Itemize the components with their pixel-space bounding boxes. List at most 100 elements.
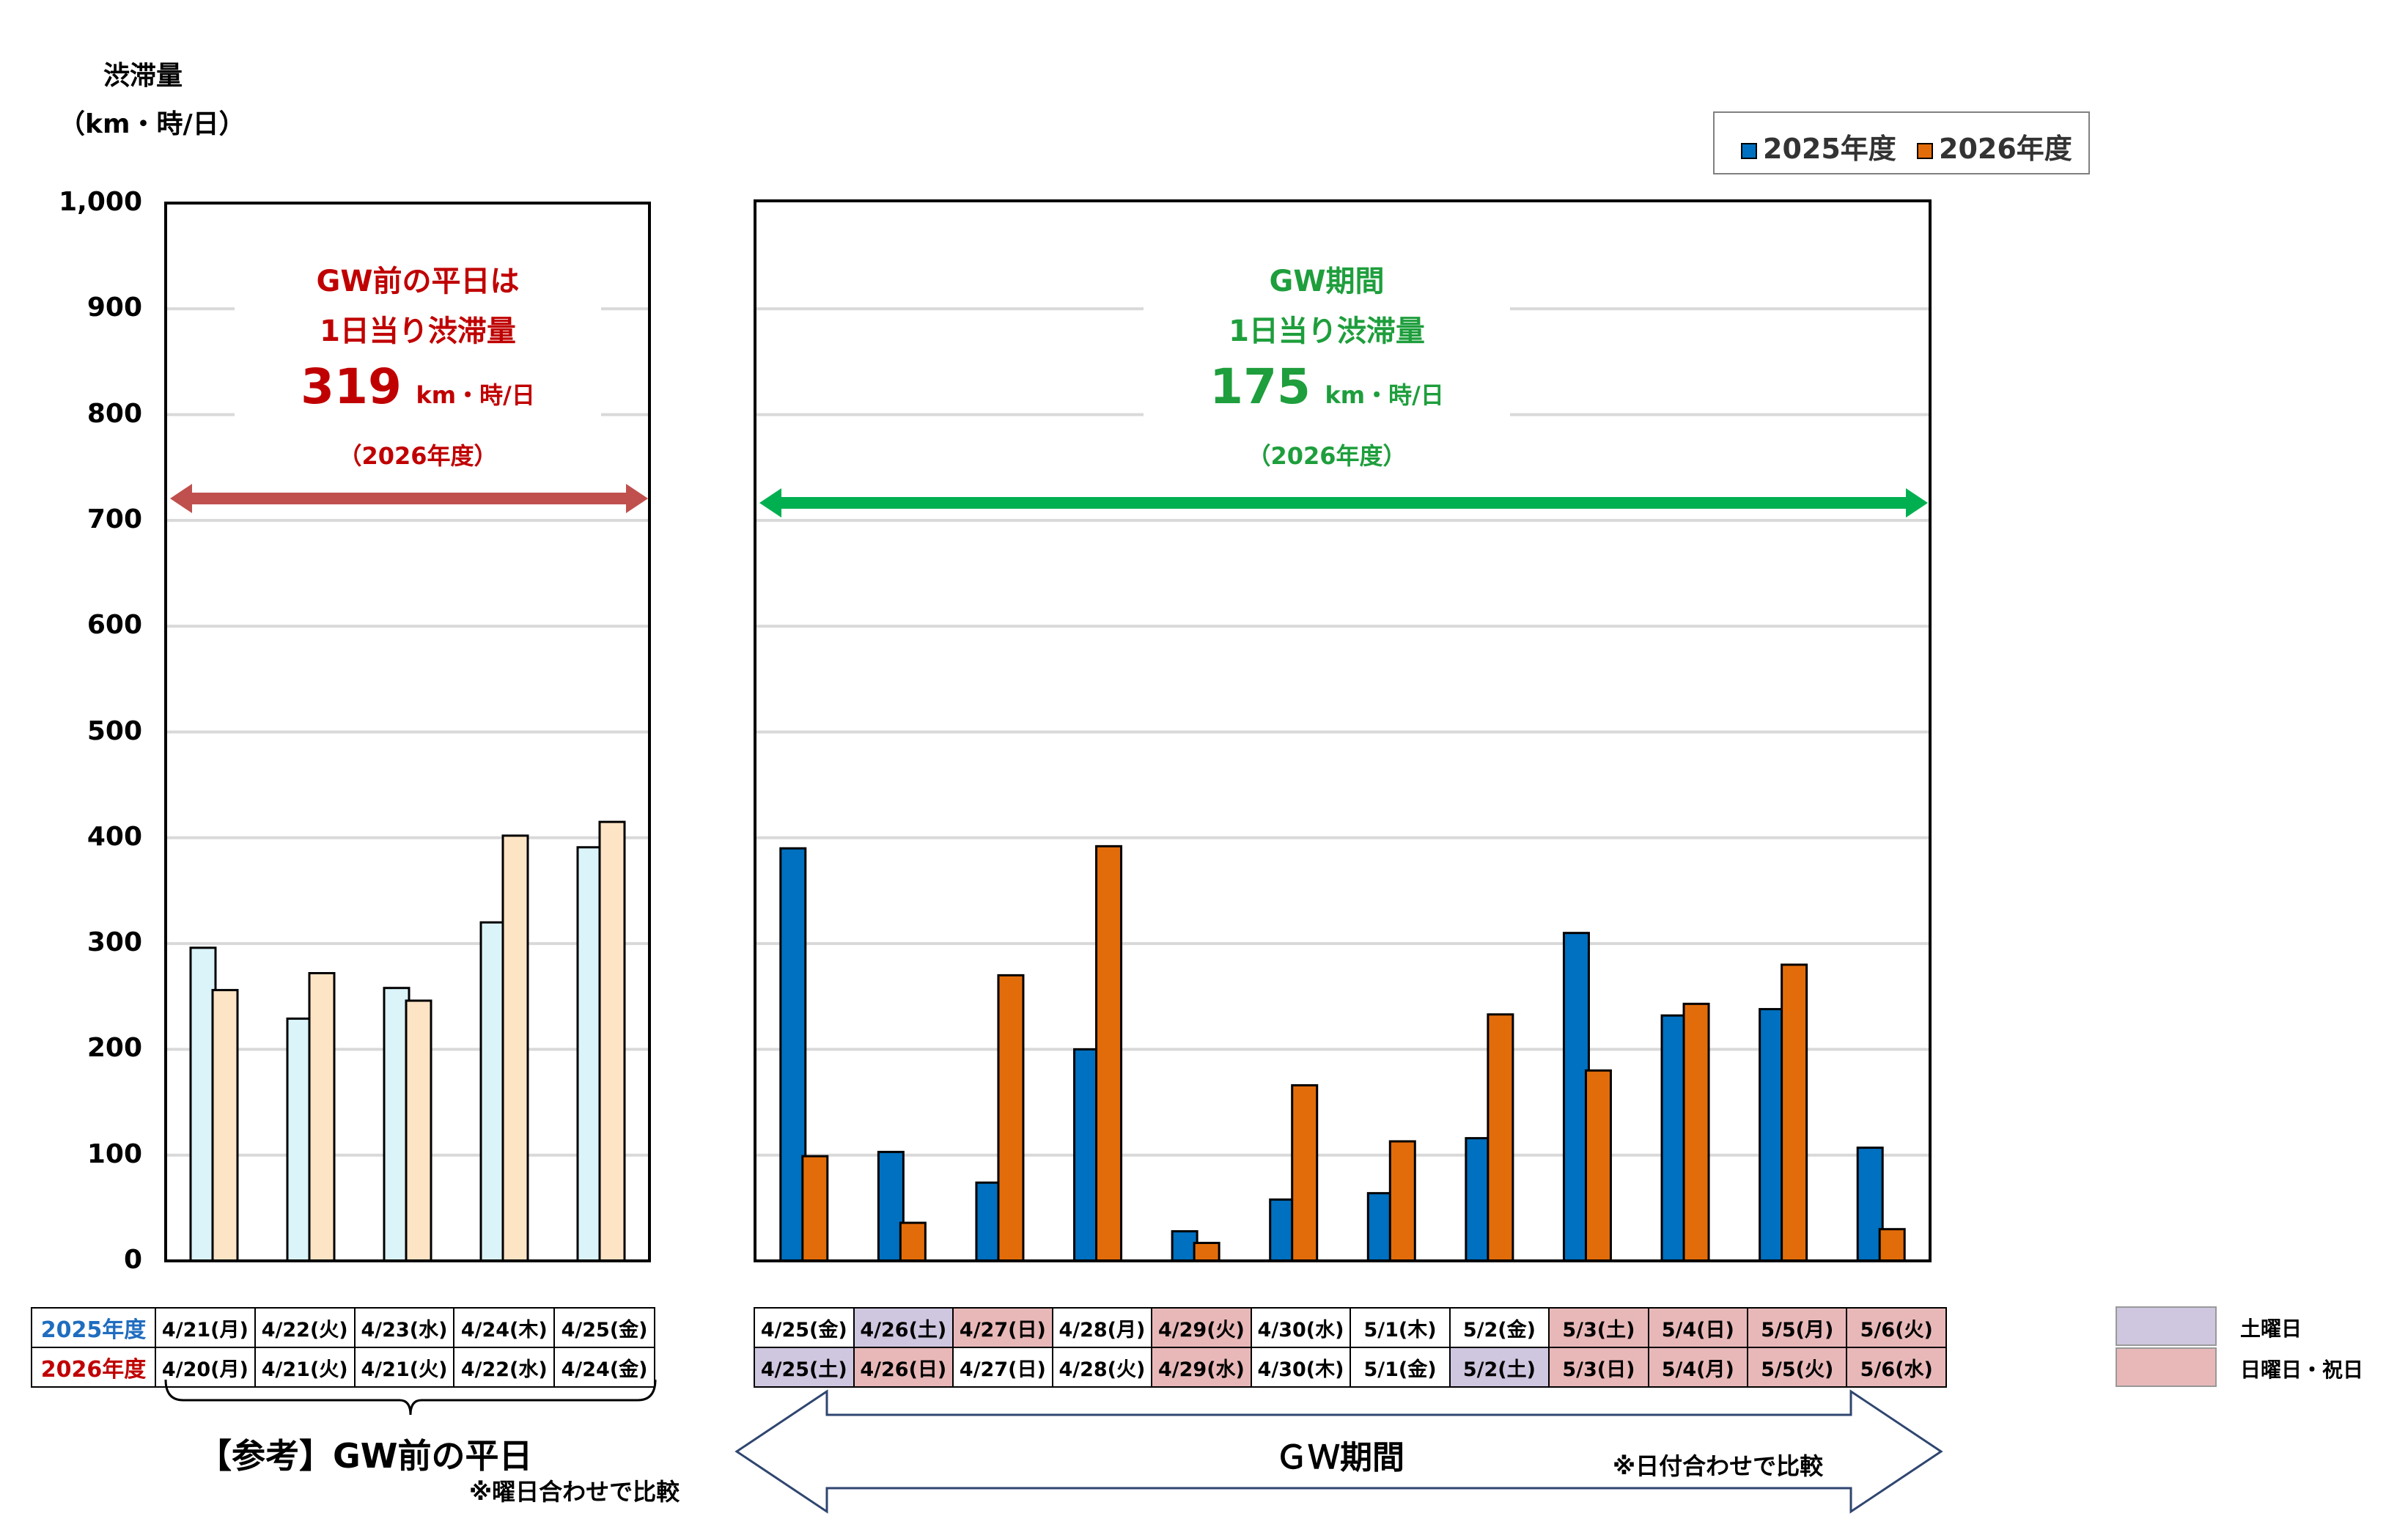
right-annotation-value: 175: [1209, 358, 1311, 415]
date-cell: 4/30(木): [1250, 1347, 1352, 1388]
date-cell: 4/28(月): [1051, 1307, 1153, 1348]
date-cell: 5/3(日): [1548, 1347, 1649, 1388]
date-cell: 5/2(土): [1448, 1347, 1550, 1388]
date-cell: 5/4(日): [1647, 1307, 1749, 1348]
left-period-arrow-head-left: [170, 484, 192, 513]
bar-2026年度-0: [801, 1155, 829, 1262]
date-cell: 4/21(火): [254, 1347, 356, 1388]
bar-2026年度-9: [1682, 1002, 1710, 1262]
bar-2025年度-5: [1269, 1198, 1297, 1262]
left-annotation-line1: GW前の平日は: [316, 265, 520, 298]
date-cell: 4/25(金): [553, 1307, 655, 1348]
bar-2026年度-0: [211, 989, 239, 1262]
chart-plot-area: [164, 199, 1932, 1262]
right-annotation-value-line: 175 km・時/日: [1144, 356, 1510, 430]
key-holiday-swatch: [2116, 1347, 2217, 1387]
key-holiday-label: 日曜日・祝日: [2240, 1358, 2364, 1382]
date-cell: 4/24(金): [553, 1347, 655, 1388]
y-tick-label: 1,000: [59, 187, 142, 217]
left-period-arrow-head-right: [626, 484, 648, 513]
bar-2026年度-5: [1291, 1083, 1319, 1262]
left-row-2026: 2026年度 4/20(月) 4/21(火) 4/21(火) 4/22(水) 4…: [31, 1347, 655, 1388]
y-tick-label: 500: [86, 715, 142, 746]
right-bottom-title: ＧＷ期間: [1275, 1439, 1404, 1476]
date-cell: 4/26(日): [853, 1347, 954, 1388]
right-bottom-note: ※日付合わせで比較: [1613, 1452, 1824, 1480]
y-tick-label: 400: [86, 821, 142, 852]
left-annotation-line2: 1日当り渋滞量: [320, 314, 516, 348]
y-tick-label: 800: [86, 398, 142, 429]
date-cell: 5/2(金): [1448, 1307, 1550, 1348]
right-annotation: GW期間 1日当り渋滞量 175 km・時/日 （2026年度）: [1144, 257, 1510, 482]
date-cell: 4/28(火): [1051, 1347, 1153, 1388]
bar-2026年度-1: [899, 1221, 927, 1262]
date-cell: 4/25(土): [754, 1347, 855, 1388]
date-cell: 4/22(火): [254, 1307, 356, 1348]
key-saturday-label: 土曜日: [2240, 1317, 2302, 1341]
legend-swatch-2025: [1741, 142, 1757, 159]
date-cell: 5/4(月): [1647, 1347, 1749, 1388]
left-bottom-note: ※曜日合わせで比較: [469, 1478, 680, 1506]
right-panel-frame: [754, 199, 1932, 1262]
date-cell: 4/27(日): [952, 1347, 1053, 1388]
date-cell: 4/29(水): [1151, 1347, 1252, 1388]
y-tick-label: 300: [86, 927, 142, 958]
date-cell: 4/21(火): [353, 1347, 455, 1388]
right-annotation-unit: km・時/日: [1325, 381, 1444, 409]
bar-2026年度-6: [1388, 1140, 1416, 1262]
right-row-2026: 4/25(土) 4/26(日) 4/27(日) 4/28(火) 4/29(水) 4/30(…: [754, 1347, 1947, 1388]
bar-2026年度-3: [1095, 845, 1123, 1262]
bar-2025年度-2: [383, 987, 410, 1262]
right-annotation-line1: GW期間: [1269, 265, 1385, 298]
left-annotation-value: 319: [301, 358, 402, 415]
date-cell: 4/22(水): [453, 1347, 556, 1388]
bar-2026年度-3: [501, 834, 529, 1262]
right-annotation-line2: 1日当り渋滞量: [1229, 314, 1425, 348]
date-cell: 4/26(土): [853, 1307, 954, 1348]
key-saturday-swatch: [2116, 1306, 2217, 1346]
bar-2026年度-4: [598, 820, 626, 1262]
left-annotation-year: （2026年度）: [338, 442, 498, 470]
bar-2026年度-2: [405, 999, 432, 1262]
date-cell: 4/27(日): [952, 1307, 1053, 1348]
y-tick-label: 0: [123, 1245, 142, 1275]
date-cell: 4/23(水): [353, 1307, 455, 1348]
row-label-2026: 2026年度: [31, 1347, 156, 1388]
legend-item-2026: 2026年度: [1917, 126, 2072, 166]
date-cell: 5/6(火): [1846, 1307, 1947, 1348]
date-cell: 5/5(火): [1747, 1347, 1848, 1388]
bar-2026年度-8: [1584, 1069, 1612, 1262]
date-cell: 5/1(木): [1350, 1307, 1451, 1348]
date-cell: 4/21(月): [154, 1307, 256, 1348]
bar-2025年度-0: [779, 847, 807, 1262]
y-tick-label: 600: [86, 610, 142, 641]
right-date-table: 4/25(金) 4/26(土) 4/27(日) 4/28(月) 4/29(火) 4/30(…: [754, 1307, 1947, 1388]
y-axis-title: 渋滞量: [103, 61, 183, 91]
row-label-2025: 2025年度: [31, 1307, 156, 1348]
left-panel-frame: [164, 202, 651, 1262]
right-period-arrow-head-right: [1906, 488, 1928, 518]
left-row-2025: 2025年度 4/21(月) 4/22(火) 4/23(水) 4/24(木) 4…: [31, 1307, 655, 1348]
legend-swatch-2026: [1917, 142, 1933, 159]
bar-2025年度-1: [286, 1018, 314, 1262]
right-row-2025: 4/25(金) 4/26(土) 4/27(日) 4/28(月) 4/29(火) 4/30(…: [754, 1307, 1947, 1348]
left-annotation-value-line: 319 km・時/日: [235, 356, 601, 430]
date-cell: 5/6(水): [1846, 1347, 1947, 1388]
gw-period-arrow: [734, 1389, 1943, 1514]
bar-2025年度-6: [1366, 1192, 1394, 1262]
bar-2025年度-1: [877, 1150, 905, 1262]
bar-2026年度-2: [997, 974, 1025, 1262]
bar-2025年度-2: [975, 1181, 1003, 1262]
left-bracket: [164, 1379, 657, 1416]
date-cell: 4/25(金): [754, 1307, 855, 1348]
date-cell: 5/1(金): [1350, 1347, 1451, 1388]
right-annotation-year: （2026年度）: [1247, 442, 1407, 470]
left-annotation: GW前の平日は 1日当り渋滞量 319 km・時/日 （2026年度）: [235, 257, 601, 482]
bar-2026年度-10: [1781, 963, 1808, 1262]
left-annotation-unit: km・時/日: [416, 381, 535, 409]
bar-2026年度-7: [1487, 1013, 1514, 1262]
bar-2026年度-11: [1878, 1228, 1906, 1262]
y-axis-unit: （km・時/日）: [59, 109, 246, 139]
y-tick-label: 200: [86, 1033, 142, 1064]
date-cell: 5/5(月): [1747, 1307, 1848, 1348]
